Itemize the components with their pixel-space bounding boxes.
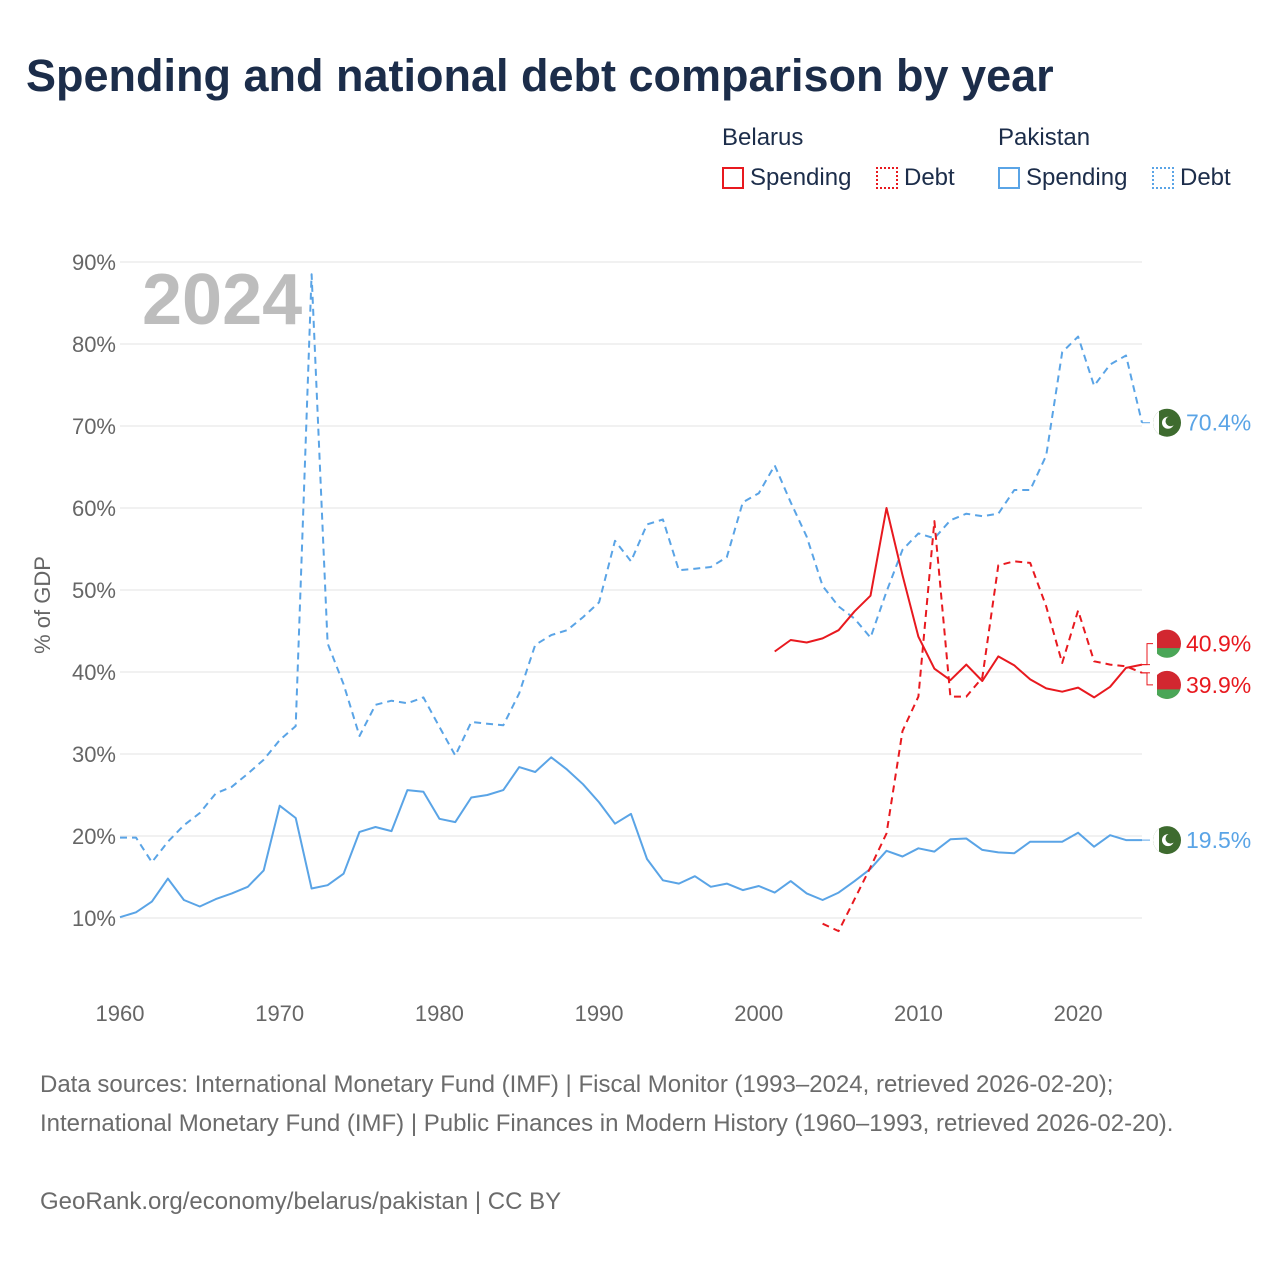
label-leader	[1142, 672, 1153, 686]
end-label-value: 70.4%	[1186, 410, 1251, 436]
legend-title-belarus: Belarus	[722, 124, 804, 151]
series-line-pakistan-debt[interactable]	[120, 273, 1143, 864]
data-sources: Data sources: International Monetary Fun…	[40, 1071, 1174, 1137]
x-tick-label: 1970	[255, 1001, 304, 1026]
legend-label: Spending	[750, 164, 852, 191]
y-axis-title: % of GDP	[30, 556, 55, 654]
legend-label: Spending	[1026, 164, 1128, 191]
series-line-pakistan-spending[interactable]	[119, 756, 1142, 919]
belarus-flag-icon	[1153, 670, 1181, 699]
year-watermark: 2024	[142, 260, 302, 340]
legend-pakistan-debt[interactable]: Debt	[1152, 164, 1231, 192]
pakistan-flag-icon	[1153, 826, 1181, 855]
end-label-value: 19.5%	[1186, 827, 1251, 853]
end-label-belarus-spending: 40.9%	[1142, 629, 1251, 666]
legend-label: Debt	[904, 164, 955, 191]
end-labels: 70.4% 40.9% 39.9% 19.5%	[1142, 408, 1251, 855]
x-tick-label: 1980	[415, 1001, 464, 1026]
legend-swatch-solid-red	[722, 167, 744, 189]
x-tick-label: 2010	[894, 1001, 943, 1026]
end-label-value: 40.9%	[1186, 631, 1251, 657]
y-tick-label: 20%	[72, 824, 116, 849]
legend-label: Debt	[1180, 164, 1231, 191]
end-label-pakistan-spending: 19.5%	[1153, 826, 1251, 855]
credit-link[interactable]: GeoRank.org/economy/belarus/pakistan | C…	[40, 1188, 562, 1215]
end-label-pakistan-debt: 70.4%	[1153, 408, 1251, 437]
belarus-flag-icon	[1153, 629, 1181, 658]
legend-belarus-debt[interactable]: Debt	[876, 164, 955, 192]
x-tick-label: 2020	[1054, 1001, 1103, 1026]
label-leader	[1142, 643, 1153, 666]
legend-pakistan-spending[interactable]: Spending	[998, 164, 1127, 192]
series-line-belarus-debt[interactable]	[822, 520, 1143, 933]
legend-title-pakistan: Pakistan	[998, 124, 1091, 151]
end-label-belarus-debt: 39.9%	[1142, 670, 1251, 699]
y-tick-label: 10%	[72, 906, 116, 931]
y-axis-ticks: 10% 20% 30% 40% 50% 60% 70% 80% 90%	[72, 250, 116, 931]
x-tick-label: 2000	[734, 1001, 783, 1026]
chart-title: Spending and national debt comparison by…	[26, 50, 1054, 101]
y-tick-label: 90%	[72, 250, 116, 275]
y-tick-label: 40%	[72, 660, 116, 685]
y-tick-label: 70%	[72, 414, 116, 439]
y-tick-label: 30%	[72, 742, 116, 767]
series-lines	[119, 273, 1150, 933]
legend-belarus-spending[interactable]: Spending	[722, 164, 851, 192]
legend-swatch-dotted-blue	[1152, 167, 1174, 189]
x-tick-label: 1960	[96, 1001, 145, 1026]
gridlines	[120, 261, 1142, 919]
y-tick-label: 80%	[72, 332, 116, 357]
pakistan-flag-icon	[1153, 408, 1181, 437]
end-label-value: 39.9%	[1186, 672, 1251, 698]
legend-swatch-solid-blue	[998, 167, 1020, 189]
x-tick-label: 1990	[575, 1001, 624, 1026]
series-line-belarus-spending[interactable]	[774, 507, 1143, 699]
chart-area: 10% 20% 30% 40% 50% 60% 70% 80% 90% 1960 1970 1980…	[30, 250, 1251, 1026]
legend-swatch-dotted-red	[876, 167, 898, 189]
y-tick-label: 60%	[72, 496, 116, 521]
x-axis-ticks: 1960 1970 1980 1990 2000 2010 2020	[96, 1001, 1103, 1026]
y-tick-label: 50%	[72, 578, 116, 603]
